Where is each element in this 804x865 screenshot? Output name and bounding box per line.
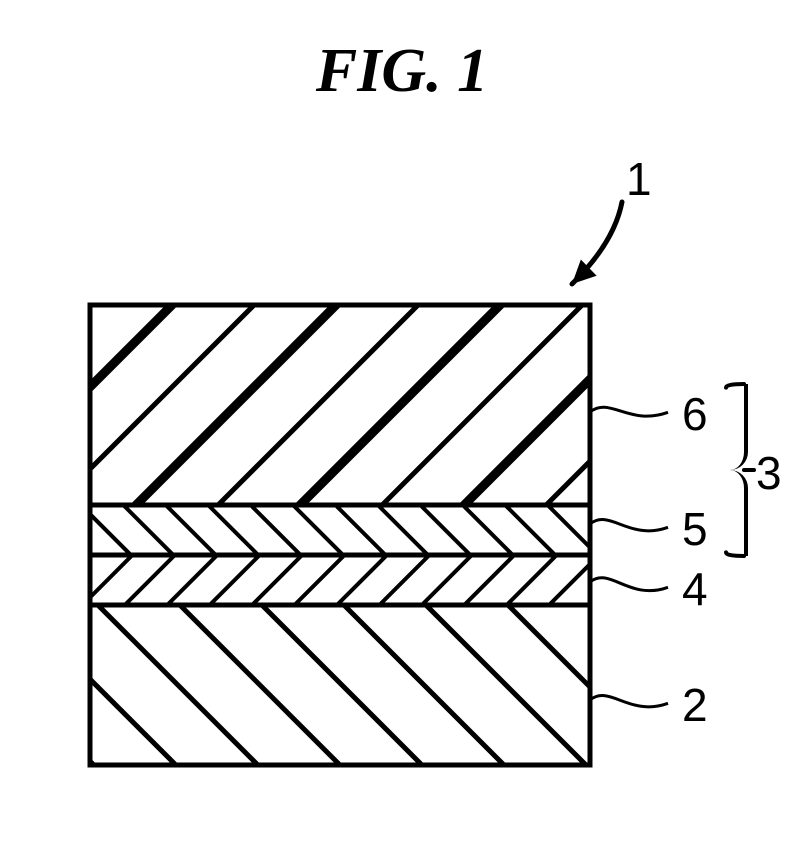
- group-label-3: 3: [756, 446, 782, 500]
- layer-label-6: 6: [682, 387, 708, 441]
- group-brace-bottom: [726, 470, 748, 556]
- group-brace-top: [726, 384, 748, 470]
- layer-label-5: 5: [682, 502, 708, 556]
- figure-title: FIG. 1: [0, 36, 804, 107]
- layer-label-4: 4: [682, 562, 708, 616]
- assembly-label-1: 1: [626, 152, 652, 206]
- figure-canvas: FIG. 1 1 3 6 5 4 2: [0, 0, 804, 865]
- layer-label-2: 2: [682, 678, 708, 732]
